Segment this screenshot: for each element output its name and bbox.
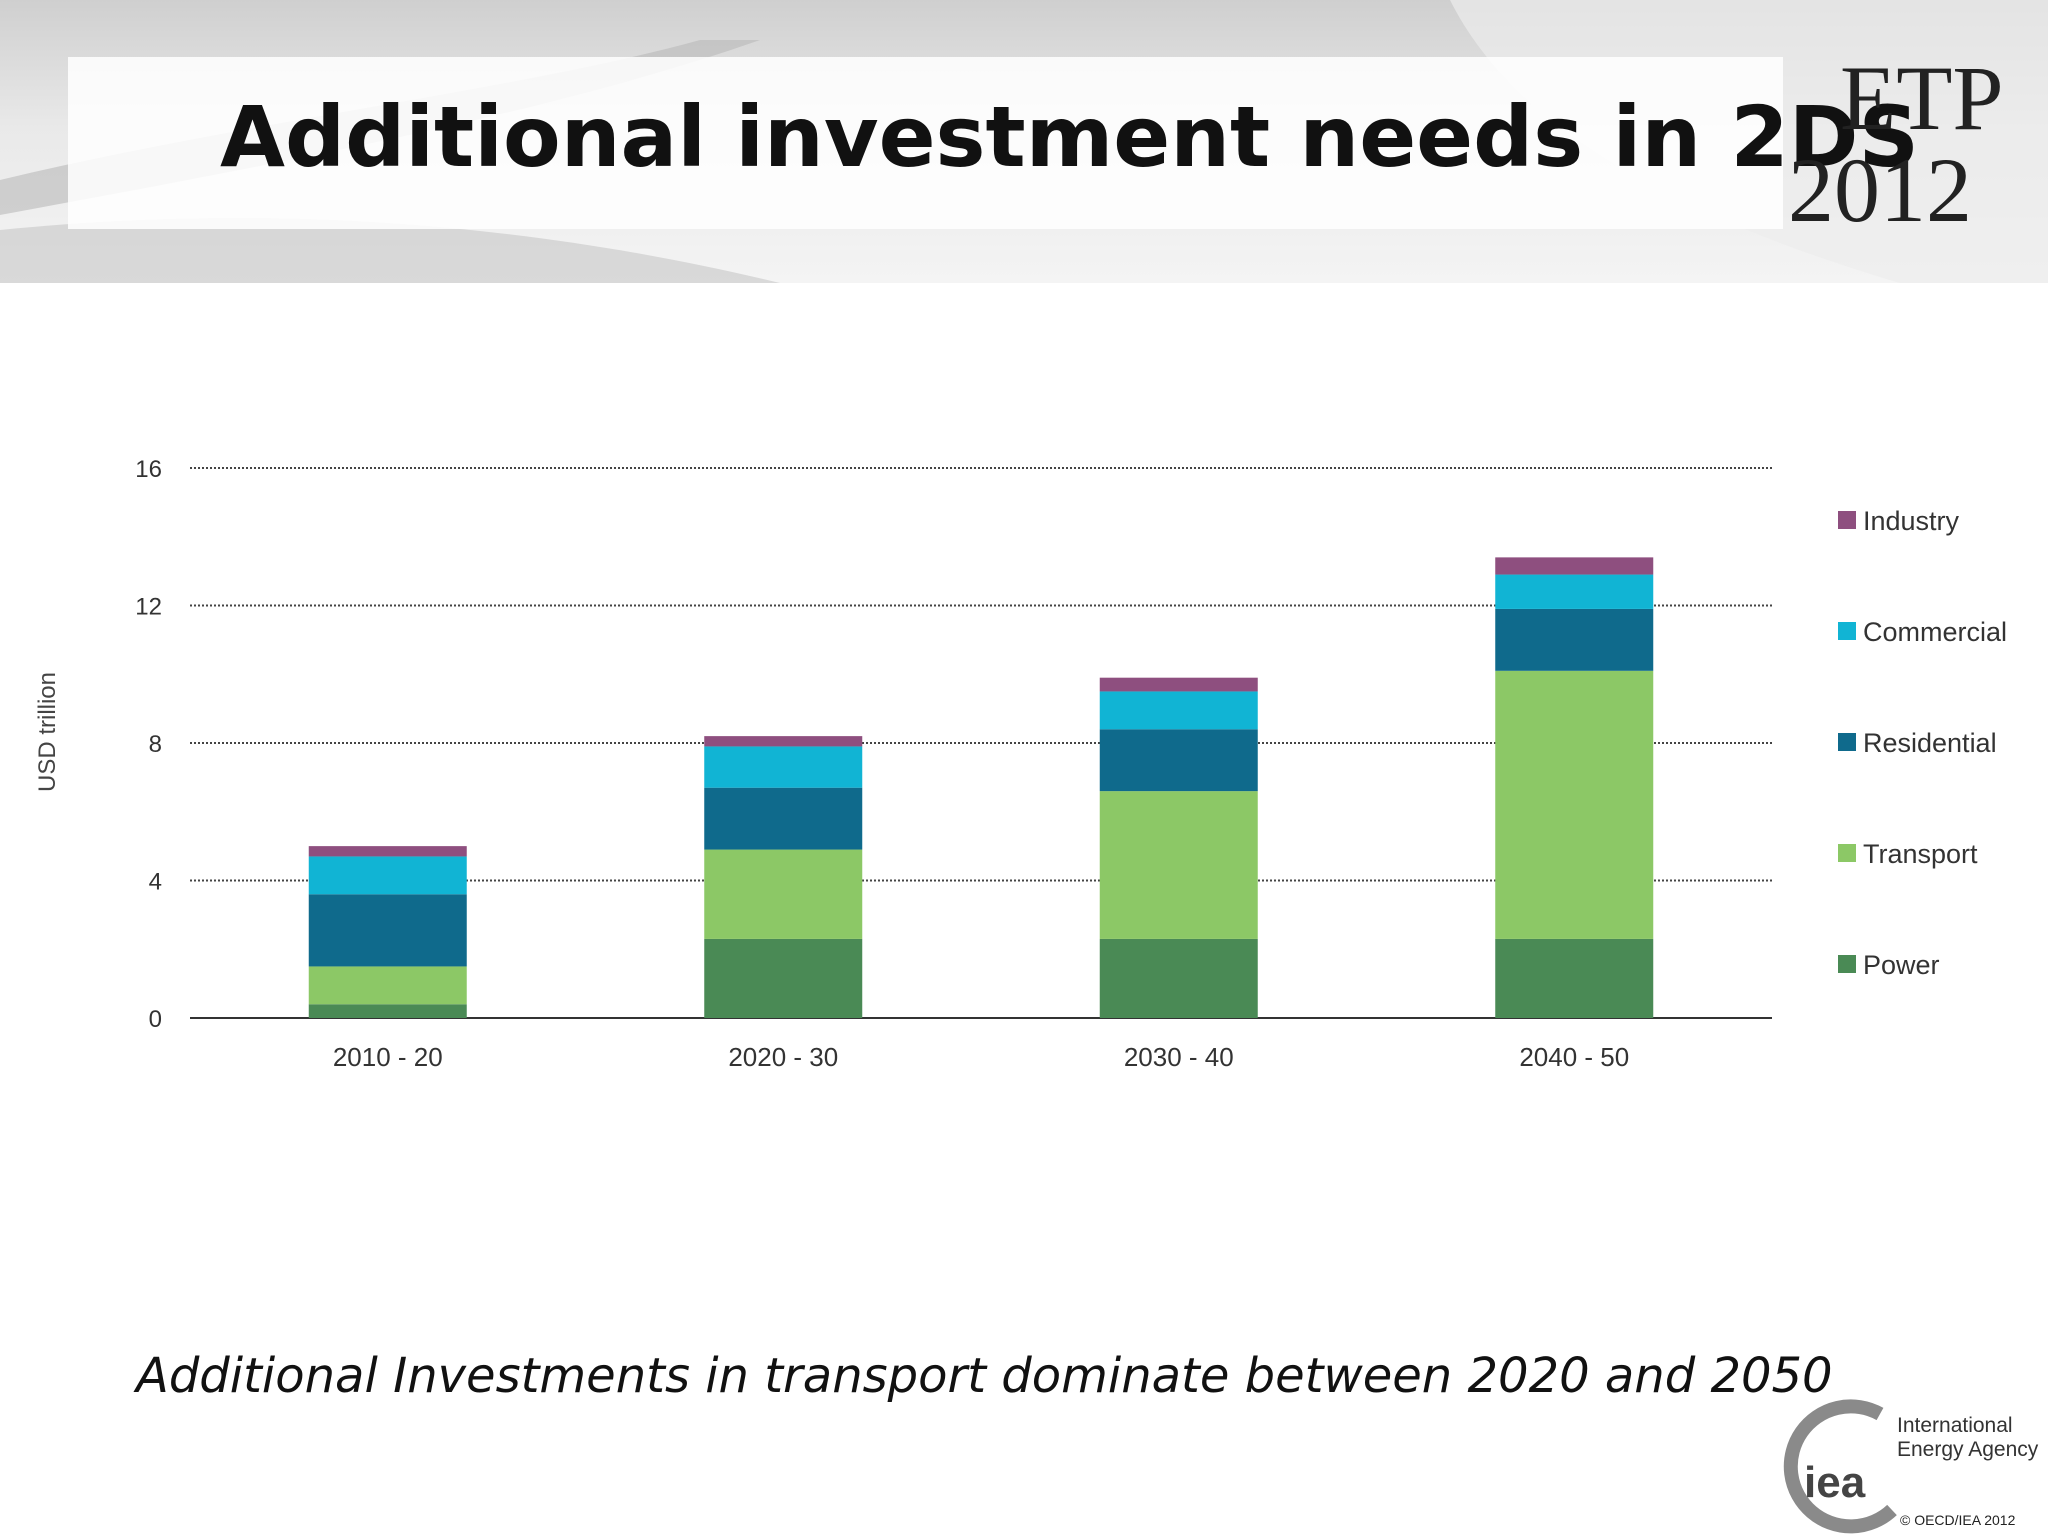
bar-segment-residential xyxy=(1495,608,1654,671)
legend-swatch-commercial xyxy=(1838,622,1856,640)
legend-label-commercial: Commercial xyxy=(1863,617,2007,647)
iea-logo-ring xyxy=(1783,1399,1897,1534)
y-tick-label: 12 xyxy=(135,594,162,621)
bar-segment-commercial xyxy=(308,856,467,895)
bar-segment-transport xyxy=(1099,791,1258,939)
bar-segment-transport xyxy=(704,849,863,939)
legend-swatch-industry xyxy=(1838,511,1856,529)
bar-segment-residential xyxy=(308,894,467,967)
bar-segment-commercial xyxy=(1099,691,1258,730)
legend-swatch-transport xyxy=(1838,844,1856,862)
bars xyxy=(308,557,1654,1018)
etp-logo-line2: 2012 xyxy=(1788,139,1972,241)
y-axis-label: USD trillion xyxy=(34,672,61,792)
iea-logo-mark: iea xyxy=(1804,1458,1866,1507)
legend-swatch-residential xyxy=(1838,733,1856,751)
legend-label-power: Power xyxy=(1863,950,1940,980)
bar-segment-residential xyxy=(1099,729,1258,792)
bar-segment-commercial xyxy=(704,746,863,788)
y-tick-labels: 0 4 8 12 16 xyxy=(135,456,162,1033)
bar-segment-residential xyxy=(704,787,863,850)
legend-label-industry: Industry xyxy=(1863,506,1960,536)
iea-name-line1: International xyxy=(1897,1414,2013,1437)
y-tick-label: 16 xyxy=(135,456,162,483)
title-box xyxy=(68,57,1783,229)
x-tick-label: 2020 - 30 xyxy=(728,1042,838,1072)
bar-segment-commercial xyxy=(1495,574,1654,609)
legend-label-transport: Transport xyxy=(1863,839,1978,869)
bar-segment-power xyxy=(704,938,863,1018)
etp-2012-logo: ETP 2012 xyxy=(1780,52,2020,236)
bar-segment-power xyxy=(1495,938,1654,1018)
x-tick-labels: 2010 - 20 2020 - 30 2030 - 40 2040 - 50 xyxy=(333,1042,1629,1072)
y-tick-label: 8 xyxy=(149,731,162,758)
x-tick-label: 2030 - 40 xyxy=(1124,1042,1234,1072)
iea-name: International Energy Agency xyxy=(1897,1414,2047,1462)
etp-logo-line1: ETP xyxy=(1840,47,2004,149)
stacked-bar-chart: 0 4 8 12 16 2010 - 20 2020 - 30 2030 - 40 2040 … xyxy=(34,456,2007,1072)
bar-segment-industry xyxy=(1495,557,1654,575)
iea-logo: iea xyxy=(1783,1399,1897,1534)
bar-segment-transport xyxy=(308,966,467,1005)
bar-segment-industry xyxy=(308,846,467,857)
y-tick-label: 0 xyxy=(149,1006,162,1033)
slide-caption: Additional Investments in transport domi… xyxy=(136,1348,1833,1404)
slide-title: Additional investment needs in 2DS xyxy=(220,88,1920,186)
bar-segment-power xyxy=(1099,938,1258,1018)
y-tick-label: 4 xyxy=(149,869,162,896)
iea-name-line2: Energy Agency xyxy=(1897,1438,2039,1461)
legend-swatch-power xyxy=(1838,955,1856,973)
x-tick-label: 2010 - 20 xyxy=(333,1042,443,1072)
bar-segment-industry xyxy=(704,736,863,747)
copyright: © OECD/IEA 2012 xyxy=(1900,1512,2016,1528)
bar-segment-power xyxy=(308,1004,467,1018)
bar-segment-transport xyxy=(1495,670,1654,939)
bar-segment-industry xyxy=(1099,677,1258,692)
x-tick-label: 2040 - 50 xyxy=(1519,1042,1629,1072)
legend: Industry Commercial Residential Transport Po… xyxy=(1838,506,2007,980)
legend-label-residential: Residential xyxy=(1863,728,1997,758)
